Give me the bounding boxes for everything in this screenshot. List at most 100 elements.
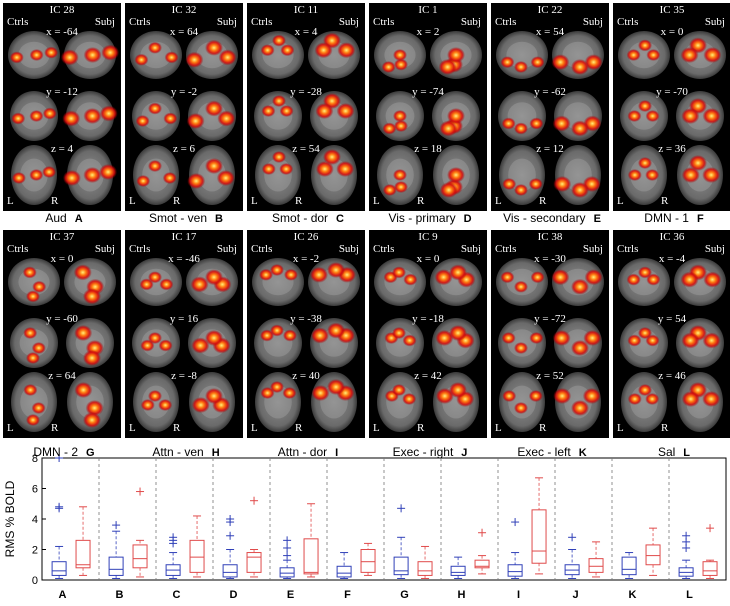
- network-name: Exec - right: [392, 445, 454, 459]
- iqr-box: [132, 544, 148, 569]
- panel-caption: Sal L: [616, 445, 730, 459]
- left-marker: L: [129, 195, 136, 207]
- left-marker: L: [495, 195, 502, 207]
- slice-label-y: y = -38: [290, 313, 322, 325]
- subj-box-c: [189, 515, 205, 578]
- slice-label-z: z = -8: [171, 370, 197, 382]
- ctrls-box-l: [678, 531, 694, 579]
- iqr-box: [621, 556, 637, 576]
- outlier-marker: [397, 504, 406, 513]
- x-tick-label: B: [116, 589, 124, 601]
- network-letter: F: [696, 213, 704, 225]
- left-marker: L: [373, 422, 380, 434]
- y-tick-label: 6: [32, 484, 38, 496]
- slice-label-z: z = 4: [50, 143, 74, 155]
- slice-label-y: y = 16: [169, 313, 199, 325]
- network-name: DMN - 1: [644, 211, 689, 225]
- panel-caption: Exec - right J: [372, 445, 488, 459]
- ctrls-box-c: [165, 533, 181, 579]
- slice-label-y: y = 54: [657, 313, 687, 325]
- slice-label-z: z = 64: [48, 370, 76, 382]
- x-tick-label: L: [686, 589, 693, 601]
- ctrls-box-b: [108, 521, 124, 579]
- iqr-box: [417, 561, 433, 576]
- network-letter: A: [74, 213, 83, 225]
- outlier-marker: [55, 454, 64, 462]
- brain-slices-image: [252, 31, 360, 205]
- x-tick-label: G: [400, 589, 409, 601]
- ctrls-label: Ctrls: [373, 16, 395, 28]
- subj-box-e: [303, 503, 319, 578]
- ic-panel-i: IC 26 Ctrls Subj x = -2 y = -38 z = 40 L R: [247, 230, 365, 438]
- subj-label: Subj: [338, 243, 359, 255]
- x-tick-label: J: [572, 589, 578, 601]
- slice-label-z: z = 18: [414, 143, 442, 155]
- right-marker: R: [417, 422, 425, 434]
- slice-label-y: y = -28: [290, 86, 322, 98]
- ic-label: IC 36: [659, 231, 685, 243]
- outlier-marker: [478, 528, 487, 537]
- ic-panel-a: IC 28 Ctrls Subj x = -64 y = -12 z = 4 L R: [3, 3, 121, 211]
- slice-label-x: x = -30: [534, 253, 566, 265]
- x-tick-label: K: [629, 589, 637, 601]
- slice-label-y: y = -60: [46, 313, 78, 325]
- ic-panel-d: IC 1 Ctrls Subj x = 2 y = -74 z = 18 L R: [369, 3, 487, 211]
- left-marker: L: [251, 195, 258, 207]
- subj-box-i: [531, 477, 547, 575]
- network-name: Vis - secondary: [503, 211, 586, 225]
- panel-caption: Aud A: [6, 211, 122, 225]
- outlier-marker: [169, 533, 178, 542]
- iqr-box: [108, 556, 124, 576]
- outlier-marker: [283, 536, 292, 545]
- slice-label-y: y = -12: [46, 86, 78, 98]
- outlier-marker: [55, 502, 64, 511]
- network-letter: I: [335, 447, 339, 459]
- subj-label: Subj: [94, 16, 115, 28]
- ctrls-label: Ctrls: [495, 16, 517, 28]
- right-marker: R: [51, 422, 59, 434]
- ctrls-box-d: [222, 515, 238, 579]
- outlier-marker: [283, 543, 292, 552]
- slice-label-y: y = -70: [656, 86, 688, 98]
- left-marker: L: [129, 422, 136, 434]
- ctrls-label: Ctrls: [7, 243, 29, 255]
- slice-label-x: x = 54: [535, 26, 565, 38]
- ic-label: IC 9: [418, 231, 438, 243]
- ctrls-label: Ctrls: [495, 243, 517, 255]
- subj-box-k: [645, 527, 661, 576]
- slice-label-z: z = 36: [658, 143, 686, 155]
- subj-box-f: [360, 542, 376, 576]
- slice-label-x: x = 4: [294, 26, 318, 38]
- iqr-box: [336, 565, 352, 578]
- ctrls-box-f: [336, 552, 352, 579]
- slice-label-y: y = -72: [534, 313, 566, 325]
- network-name: Sal: [657, 445, 676, 459]
- panel-caption: Vis - primary D: [372, 211, 488, 225]
- ic-panel-k: IC 38 Ctrls Subj x = -30 y = -72 z = 52 L R: [491, 230, 609, 438]
- slice-label-x: x = -46: [168, 253, 200, 265]
- ctrls-box-h: [450, 556, 466, 579]
- network-name: Smot - dor: [272, 211, 329, 225]
- left-marker: L: [617, 422, 624, 434]
- iqr-box: [474, 559, 490, 569]
- right-marker: R: [295, 195, 303, 207]
- right-marker: R: [539, 195, 547, 207]
- slice-label-y: y = -18: [412, 313, 444, 325]
- slice-label-z: z = 6: [172, 143, 196, 155]
- network-name: Attn - dor: [277, 445, 328, 459]
- rms-boxplot-chart: 0 2 4 6 8 RMS % BOLD A B C D E F G H I J K L: [3, 453, 727, 601]
- slice-label-y: y = -2: [170, 86, 198, 98]
- network-letter: L: [683, 447, 691, 459]
- y-tick-label: 2: [32, 545, 38, 557]
- slice-label-z: z = 12: [536, 143, 564, 155]
- subj-label: Subj: [216, 16, 237, 28]
- network-letter: E: [593, 213, 601, 225]
- outlier-marker: [112, 521, 121, 530]
- panel-caption: Vis - secondary E: [494, 211, 610, 225]
- panel-caption: Exec - left K: [494, 445, 610, 459]
- iqr-box: [246, 552, 262, 573]
- left-marker: L: [495, 422, 502, 434]
- outlier-marker: [511, 518, 520, 527]
- subj-box-d: [246, 496, 262, 578]
- ctrls-label: Ctrls: [7, 16, 29, 28]
